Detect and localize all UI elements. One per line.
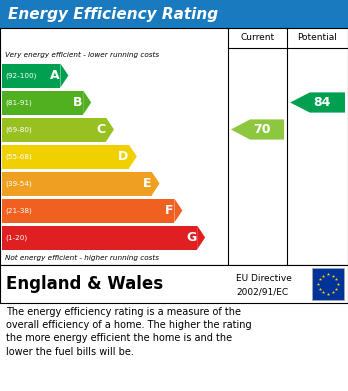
Text: (92-100): (92-100) <box>6 72 37 79</box>
Polygon shape <box>152 172 159 196</box>
Text: The energy efficiency rating is a measure of the
overall efficiency of a home. T: The energy efficiency rating is a measur… <box>6 307 252 357</box>
Polygon shape <box>129 145 137 169</box>
Text: (1-20): (1-20) <box>6 234 27 241</box>
Bar <box>0 0 348 28</box>
Polygon shape <box>106 118 114 142</box>
Text: (69-80): (69-80) <box>6 126 32 133</box>
Text: D: D <box>118 150 128 163</box>
Bar <box>1 172 152 196</box>
Polygon shape <box>61 63 68 88</box>
Text: Potential: Potential <box>298 34 338 43</box>
Bar <box>1 90 83 115</box>
Bar <box>0 28 348 265</box>
Text: Not energy efficient - higher running costs: Not energy efficient - higher running co… <box>5 255 159 261</box>
Text: C: C <box>96 123 105 136</box>
Text: G: G <box>187 231 197 244</box>
Bar <box>1 145 129 169</box>
Text: (39-54): (39-54) <box>6 180 32 187</box>
Polygon shape <box>83 90 91 115</box>
Text: A: A <box>50 69 60 82</box>
Polygon shape <box>174 199 182 222</box>
Bar <box>0 265 348 303</box>
Polygon shape <box>290 92 345 113</box>
Bar <box>1 199 174 222</box>
Text: Energy Efficiency Rating: Energy Efficiency Rating <box>8 7 218 22</box>
Text: F: F <box>165 204 174 217</box>
Text: (81-91): (81-91) <box>6 99 32 106</box>
Polygon shape <box>197 226 205 249</box>
Text: EU Directive: EU Directive <box>236 274 292 283</box>
Text: England & Wales: England & Wales <box>6 275 163 293</box>
Bar <box>1 226 197 249</box>
Text: 70: 70 <box>253 123 270 136</box>
Bar <box>1 118 106 142</box>
Text: Very energy efficient - lower running costs: Very energy efficient - lower running co… <box>5 52 159 58</box>
Text: (55-68): (55-68) <box>6 153 32 160</box>
Text: E: E <box>143 177 151 190</box>
Bar <box>1 63 61 88</box>
Text: 84: 84 <box>313 96 330 109</box>
Text: B: B <box>73 96 83 109</box>
Text: 2002/91/EC: 2002/91/EC <box>236 287 288 296</box>
Polygon shape <box>231 119 284 140</box>
Text: (21-38): (21-38) <box>6 207 32 214</box>
Bar <box>312 268 344 300</box>
Text: Current: Current <box>240 34 275 43</box>
